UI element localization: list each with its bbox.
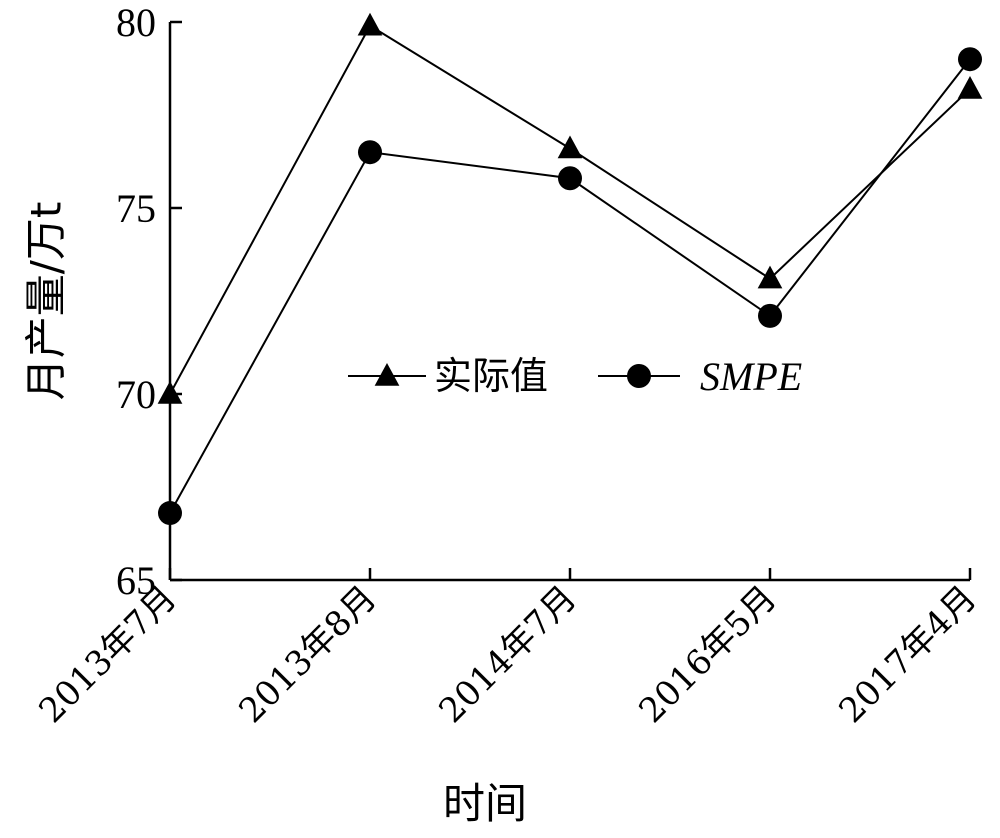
x-tick-label: 2014年7月 bbox=[432, 578, 585, 731]
axes bbox=[168, 22, 970, 582]
legend-triangle-marker bbox=[374, 363, 400, 386]
circle-marker bbox=[958, 47, 982, 72]
triangle-marker bbox=[357, 12, 383, 36]
x-tick-label: 2013年8月 bbox=[232, 578, 385, 731]
triangle-marker bbox=[557, 135, 583, 159]
x-tick-label: 2016年5月 bbox=[632, 578, 785, 731]
triangle-marker bbox=[157, 381, 183, 404]
triangle-marker bbox=[957, 75, 983, 99]
x-axis-title: 时间 bbox=[443, 779, 527, 828]
triangle-marker bbox=[757, 265, 783, 289]
y-tick-label: 70 bbox=[116, 372, 156, 417]
circle-marker bbox=[558, 166, 582, 191]
y-tick-label: 65 bbox=[116, 558, 156, 603]
circle-marker bbox=[758, 303, 782, 328]
y-axis-title: 月产量/万t bbox=[22, 202, 71, 401]
series-line bbox=[169, 24, 971, 395]
x-tick-label: 2017年4月 bbox=[832, 578, 985, 731]
y-tick-label: 75 bbox=[116, 186, 156, 231]
legend-label: SMPE bbox=[700, 354, 802, 399]
legend: 实际值 SMPE bbox=[348, 354, 802, 399]
series-line bbox=[169, 58, 971, 514]
series-layer bbox=[157, 12, 983, 526]
circle-marker bbox=[158, 501, 182, 526]
legend-label: 实际值 bbox=[434, 354, 548, 398]
y-tick-label: 80 bbox=[116, 0, 156, 45]
circle-marker bbox=[358, 140, 382, 165]
y-ticks: 65 70 75 80 bbox=[116, 0, 182, 603]
x-ticks: 2013年7月 2013年8月 2014年7月 2016年5月 2017年4月 bbox=[32, 568, 985, 731]
legend-circle-marker bbox=[627, 364, 651, 388]
x-tick-label: 2013年7月 bbox=[32, 578, 185, 731]
